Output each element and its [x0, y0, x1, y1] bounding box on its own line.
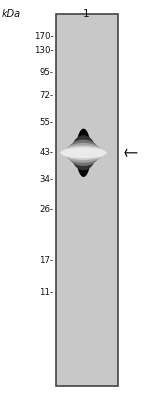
- Ellipse shape: [67, 140, 100, 166]
- Text: 26-: 26-: [39, 205, 53, 214]
- Text: 55-: 55-: [39, 118, 53, 127]
- Text: 34-: 34-: [39, 176, 53, 184]
- Text: 1: 1: [83, 9, 90, 19]
- Text: 72-: 72-: [39, 92, 53, 100]
- Ellipse shape: [76, 129, 91, 177]
- Text: 11-: 11-: [39, 288, 53, 297]
- Text: 43-: 43-: [39, 148, 53, 157]
- Ellipse shape: [71, 135, 96, 170]
- Bar: [56, 14, 118, 386]
- Ellipse shape: [61, 146, 106, 160]
- Text: 170-: 170-: [34, 32, 53, 41]
- Ellipse shape: [64, 143, 103, 163]
- Text: 17-: 17-: [39, 256, 53, 265]
- Ellipse shape: [60, 148, 107, 158]
- Text: 95-: 95-: [39, 68, 53, 77]
- Text: 130-: 130-: [34, 46, 53, 55]
- Text: kDa: kDa: [1, 9, 21, 19]
